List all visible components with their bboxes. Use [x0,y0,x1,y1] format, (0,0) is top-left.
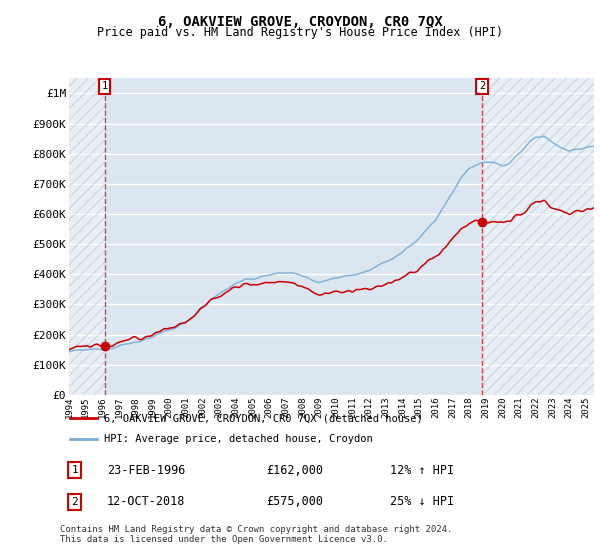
Text: 25% ↓ HPI: 25% ↓ HPI [389,495,454,508]
Text: 12-OCT-2018: 12-OCT-2018 [107,495,185,508]
Text: 2: 2 [479,81,485,91]
Text: 23-FEB-1996: 23-FEB-1996 [107,464,185,477]
Text: 6, OAKVIEW GROVE, CROYDON, CR0 7QX (detached house): 6, OAKVIEW GROVE, CROYDON, CR0 7QX (deta… [104,413,423,423]
Text: 1: 1 [71,465,78,475]
Text: 12% ↑ HPI: 12% ↑ HPI [389,464,454,477]
Text: HPI: Average price, detached house, Croydon: HPI: Average price, detached house, Croy… [104,433,373,444]
Text: Contains HM Land Registry data © Crown copyright and database right 2024.
This d: Contains HM Land Registry data © Crown c… [60,525,452,544]
Text: Price paid vs. HM Land Registry's House Price Index (HPI): Price paid vs. HM Land Registry's House … [97,26,503,39]
Text: £575,000: £575,000 [266,495,323,508]
Text: 1: 1 [101,81,108,91]
Text: 6, OAKVIEW GROVE, CROYDON, CR0 7QX: 6, OAKVIEW GROVE, CROYDON, CR0 7QX [158,15,442,29]
Text: £162,000: £162,000 [266,464,323,477]
Text: 2: 2 [71,497,78,507]
